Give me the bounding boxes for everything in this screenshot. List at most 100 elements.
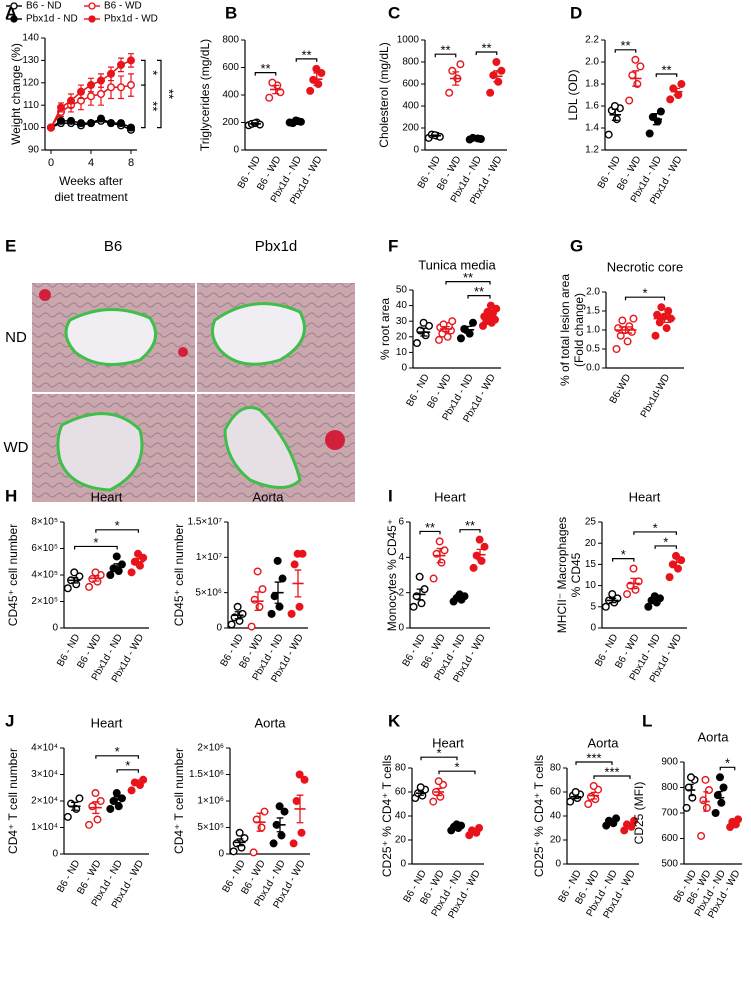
legend-marker [88, 2, 96, 10]
data-point [429, 797, 438, 806]
significance-label: * [125, 758, 130, 773]
data-point [612, 115, 621, 124]
significance-label: ** [620, 38, 630, 53]
y-tick-label: 20 [585, 538, 597, 549]
lesion-outline [56, 412, 144, 492]
y-tick-label: 4×10⁴ [31, 743, 58, 754]
data-point [312, 64, 321, 73]
data-point [295, 770, 304, 779]
sem-bar [493, 70, 501, 83]
data-point [664, 307, 673, 316]
data-point [701, 775, 710, 784]
y-tick-label: 1×10⁴ [31, 822, 58, 833]
y-tick-label: 600 [402, 79, 419, 90]
significance-bracket [438, 770, 476, 775]
data-point [608, 590, 617, 599]
column-label: Pbx1d [255, 238, 298, 255]
data-point [719, 783, 728, 792]
significance-label: ** [146, 101, 161, 111]
sem-bar [609, 597, 617, 604]
data-point [126, 56, 135, 65]
y-tick-label: 5×10⁶ [195, 587, 222, 598]
sem-bar [431, 134, 439, 138]
data-point [88, 802, 97, 811]
sem-bar [572, 794, 580, 800]
x-tick-label: B6-WD [608, 372, 634, 405]
significance-bracket [141, 84, 146, 129]
y-tick-label: 140 [22, 33, 39, 44]
sem-bar [673, 87, 681, 96]
data-point [233, 602, 242, 611]
data-point [86, 119, 95, 128]
data-point [636, 62, 645, 71]
data-point [435, 537, 444, 546]
data-point [486, 301, 495, 310]
sem-bar [703, 791, 709, 812]
y-tick-label: 90 [28, 145, 40, 156]
y-axis-label: CD45⁺ cell number [6, 524, 20, 626]
data-point [277, 831, 286, 840]
data-point [86, 92, 95, 101]
chart-title: Aorta [254, 715, 286, 730]
panel-letter: D [570, 3, 582, 22]
data-point [612, 345, 621, 354]
significance-label: ** [661, 62, 671, 77]
y-tick-label: 120 [22, 77, 39, 88]
chart-title: Heart [434, 489, 466, 504]
y-tick-label: 30 [396, 316, 408, 327]
data-point [622, 820, 631, 829]
chart-title: Aorta [587, 735, 619, 750]
data-point [257, 823, 266, 832]
x-tick-label: 8 [128, 157, 134, 169]
y-tick-label: 600 [661, 833, 678, 844]
legend-marker [10, 2, 18, 10]
x-tick-label: Pbx1d-WD [639, 372, 673, 419]
sem-bar [476, 548, 484, 561]
data-point [47, 123, 56, 132]
row-label: ND [5, 329, 27, 346]
y-axis-label: Monocytes % CD45⁺ [385, 519, 399, 631]
panel-letter: I [388, 486, 393, 505]
data-point [297, 828, 306, 837]
y-tick-label: 1000 [397, 35, 420, 46]
y-tick-label: 1.0 [586, 325, 600, 336]
y-tick-label: 0 [52, 623, 58, 634]
y-tick-label: 5×10⁵ [197, 822, 224, 833]
data-point [76, 119, 85, 128]
data-point [645, 129, 654, 138]
y-tick-label: 200 [222, 117, 239, 128]
data-point [117, 794, 126, 803]
y-tick-label: 4 [398, 552, 404, 563]
sem-bar [626, 822, 634, 829]
y-axis-label: Cholesterol (mg/dL) [377, 42, 391, 147]
data-point [267, 609, 276, 618]
sem-bar [436, 547, 444, 564]
sem-bar [630, 577, 638, 590]
sem-bar [608, 819, 616, 825]
y-tick-label: 800 [402, 57, 419, 68]
significance-bracket [624, 296, 666, 301]
data-point [697, 831, 706, 840]
data-point [106, 69, 115, 78]
data-point [429, 574, 438, 583]
chart-title: Heart [91, 489, 123, 504]
sem-bar [435, 787, 443, 797]
y-tick-label: 10 [585, 580, 597, 591]
data-point [677, 79, 686, 88]
significance-label: *** [604, 764, 619, 779]
significance-bracket [295, 58, 318, 62]
data-point [489, 71, 498, 80]
y-tick-label: 0 [555, 859, 561, 870]
data-point [604, 130, 613, 139]
sem-bar [456, 594, 464, 600]
y-tick-label: 20 [395, 835, 407, 846]
data-point [289, 839, 298, 848]
legend-marker [10, 15, 18, 23]
sem-bar [472, 137, 480, 140]
y-tick-label: 900 [661, 757, 678, 768]
data-point [628, 71, 637, 80]
lesion-outline [210, 302, 306, 366]
data-point [702, 803, 711, 812]
chart-title: Aorta [252, 489, 284, 504]
y-tick-label: 50 [396, 285, 408, 296]
